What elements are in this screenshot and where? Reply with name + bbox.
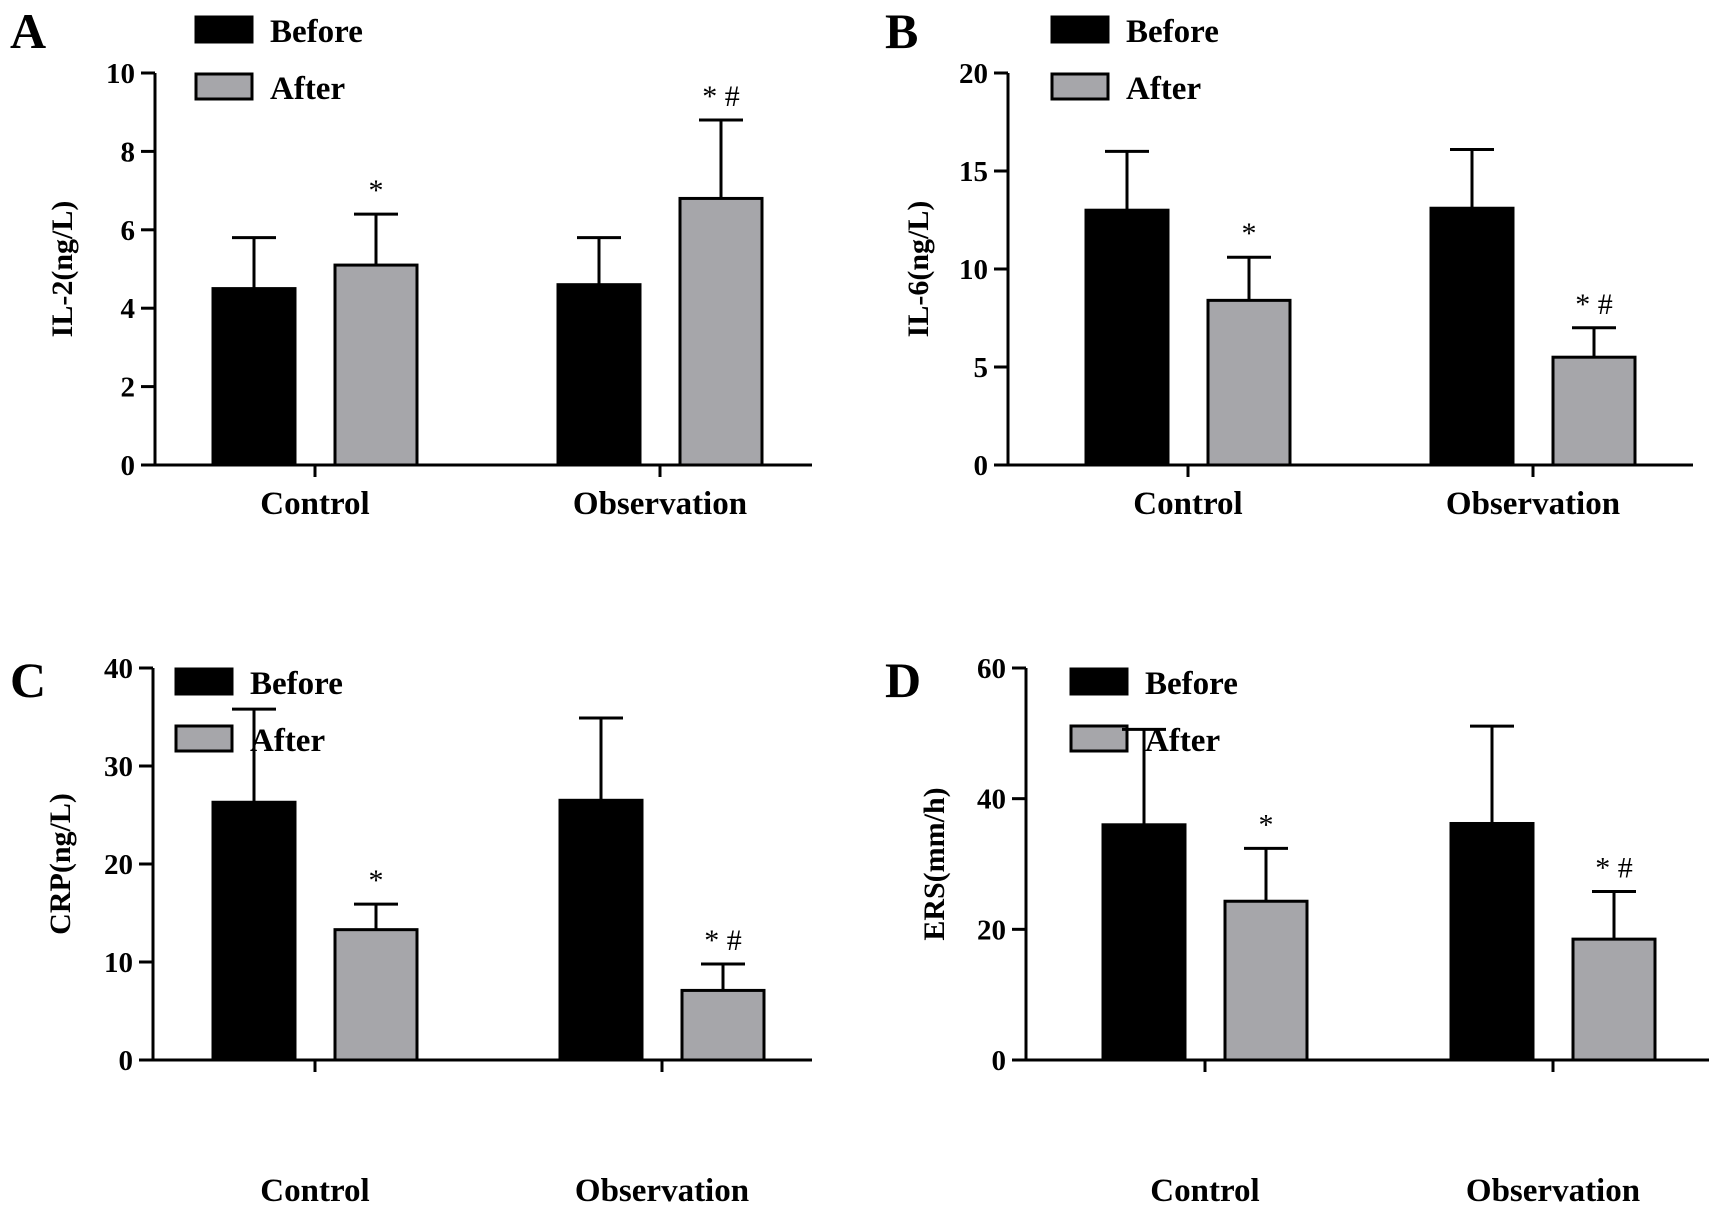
panel-letter: A <box>10 3 46 59</box>
y-tick-label: 15 <box>959 156 988 188</box>
bar-before-control <box>1101 823 1187 1062</box>
legend-label-before: Before <box>270 14 363 50</box>
legend-swatch-after <box>194 72 254 101</box>
y-tick-label: 40 <box>977 784 1006 816</box>
bar-before-observation <box>556 283 642 467</box>
y-tick-label: 10 <box>959 254 988 286</box>
bar-before-control <box>211 800 297 1062</box>
y-axis-label: IL-6(ng/L) <box>902 201 935 338</box>
panel-letter: D <box>885 652 921 708</box>
x-category-label: Control <box>260 486 369 522</box>
significance-annotation: * # <box>1595 851 1633 884</box>
panel-c: C Before After 0 10 20 30 40 CRP(ng/L) Control Obs… <box>10 652 812 1209</box>
y-tick-label: 40 <box>104 653 133 685</box>
legend-label-before: Before <box>1145 666 1238 702</box>
legend-swatch-before <box>174 667 234 696</box>
significance-annotation: * <box>369 174 384 207</box>
bar-before-control <box>211 287 297 467</box>
y-tick-label: 6 <box>121 215 136 247</box>
significance-annotation: * <box>1259 808 1274 841</box>
significance-annotation: * # <box>704 924 742 957</box>
y-tick-label: 60 <box>977 653 1006 685</box>
x-category-label: Control <box>260 1173 369 1209</box>
significance-annotation: * # <box>1575 288 1613 321</box>
bar-before-control <box>1084 208 1170 467</box>
bar-before-observation <box>1449 821 1535 1062</box>
bar-after-observation <box>1571 937 1657 1062</box>
y-tick-label: 10 <box>104 947 133 979</box>
y-tick-label: 0 <box>121 450 136 482</box>
x-category-label: Control <box>1133 486 1242 522</box>
legend-swatch-after <box>174 724 234 753</box>
y-axis-label: CRP(ng/L) <box>44 793 77 935</box>
x-category-label: Observation <box>1466 1173 1640 1209</box>
bar-after-control <box>333 263 419 467</box>
significance-annotation: * <box>369 864 384 897</box>
panel-letter: B <box>885 3 918 59</box>
y-tick-label: 0 <box>992 1045 1007 1077</box>
panel-a: A Before After 0 2 4 6 8 10 IL-2(ng/L) Control Obse… <box>10 3 812 522</box>
significance-annotation: * <box>1242 217 1257 250</box>
bar-after-control <box>1206 298 1292 467</box>
y-tick-label: 5 <box>974 352 989 384</box>
bar-after-control <box>1223 899 1309 1062</box>
legend-label-before: Before <box>250 666 343 702</box>
legend-swatch-after <box>1050 72 1110 101</box>
legend-label-after: After <box>270 71 345 107</box>
x-category-label: Observation <box>1446 486 1620 522</box>
y-tick-label: 2 <box>121 372 136 404</box>
legend-label-after: After <box>250 723 325 759</box>
x-category-label: Control <box>1150 1173 1259 1209</box>
bar-before-observation <box>558 798 644 1062</box>
legend-label-after: After <box>1126 71 1201 107</box>
bar-before-observation <box>1429 206 1515 467</box>
y-axis-label: ERS(mm/h) <box>918 787 951 940</box>
y-tick-label: 10 <box>106 58 135 90</box>
y-tick-label: 20 <box>977 914 1006 946</box>
legend-swatch-before <box>194 15 254 44</box>
legend-label-before: Before <box>1126 14 1219 50</box>
legend-swatch-before <box>1069 667 1129 696</box>
y-tick-label: 0 <box>974 450 989 482</box>
bar-after-observation <box>680 988 766 1062</box>
y-tick-label: 20 <box>959 58 988 90</box>
y-tick-label: 8 <box>121 136 136 168</box>
significance-annotation: * # <box>702 80 740 113</box>
x-category-label: Observation <box>573 486 747 522</box>
x-category-label: Observation <box>575 1173 749 1209</box>
bar-after-control <box>333 928 419 1062</box>
bar-after-observation <box>678 196 764 467</box>
panel-b: B Before After 0 5 10 15 20 IL-6(ng/L) Control Obs… <box>885 3 1693 522</box>
y-axis-label: IL-2(ng/L) <box>46 201 79 338</box>
legend-swatch-before <box>1050 15 1110 44</box>
y-tick-label: 30 <box>104 751 133 783</box>
legend-swatch-after <box>1069 724 1129 753</box>
bar-after-observation <box>1551 355 1637 467</box>
y-tick-label: 0 <box>119 1045 134 1077</box>
y-tick-label: 4 <box>121 293 136 325</box>
panel-letter: C <box>10 652 46 708</box>
y-tick-label: 20 <box>104 849 133 881</box>
